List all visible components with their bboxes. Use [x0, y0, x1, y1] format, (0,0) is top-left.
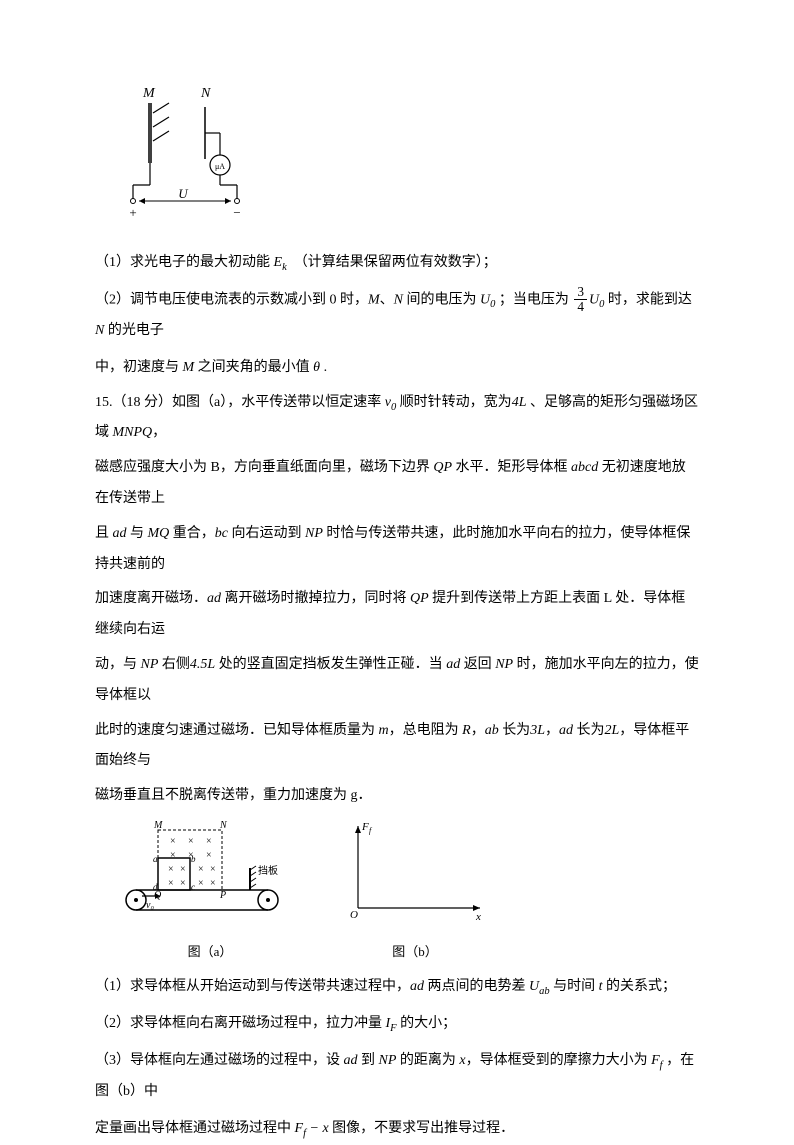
text: 时，求能到达 [608, 292, 692, 307]
svg-text:c: c [191, 882, 195, 892]
svg-text:f: f [369, 826, 373, 835]
svg-text:×: × [206, 836, 212, 847]
q15-line3: 且 ad 与 MQ 重合，bc 向右运动到 NP 时恰与传送带共速，此时施加水平… [95, 519, 699, 581]
svg-text:d: d [153, 882, 158, 892]
ek-sym: E [274, 255, 283, 270]
svg-text:×: × [170, 836, 176, 847]
text: 间的电压为 [407, 292, 477, 307]
svg-text:a: a [153, 854, 158, 864]
q15-sub3: （3）导体框向左通过磁场的过程中，设 ad 到 NP 的距离为 x，导体框受到的… [95, 1046, 699, 1108]
svg-text:×: × [168, 864, 174, 875]
svg-text:×: × [170, 850, 176, 861]
q15-sub2: （2）求导体框向右离开磁场过程中，拉力冲量 IF 的大小； [95, 1009, 699, 1040]
svg-text:P: P [219, 890, 226, 901]
q15-line7: 磁场垂直且不脱离传送带，重力加速度为 g． [95, 781, 699, 812]
q14-part2-cont: 中，初速度与 M 之间夹角的最小值 θ . [95, 353, 699, 384]
q15-line6: 此时的速度匀速通过磁场．已知导体框质量为 m，总电阻为 R，ab 长为3L，ad… [95, 716, 699, 778]
svg-text:x: x [475, 911, 481, 923]
circuit-diagram: M N μA U + − [115, 85, 699, 238]
figure-a: v₀ M N Q P a b c d × × × × × × × × × × ×… [120, 818, 300, 966]
svg-text:×: × [168, 878, 174, 889]
label-m: M [142, 86, 156, 101]
q15-line4: 加速度离开磁场．ad 离开磁场时撤掉拉力，同时将 QP 提升到传送带上方距上表面… [95, 584, 699, 646]
svg-text:v₀: v₀ [146, 900, 154, 911]
figure-row: v₀ M N Q P a b c d × × × × × × × × × × ×… [120, 818, 699, 966]
fig-b-caption: 图（b） [340, 938, 490, 967]
text: 中，初速度与 [95, 360, 179, 375]
figure-b: F f x O 图（b） [340, 818, 490, 966]
q15-line1: 15.（18 分）如图（a），水平传送带以恒定速率 v0 顺时针转动，宽为4L … [95, 388, 699, 450]
meter-label: μA [215, 162, 225, 171]
svg-text:N: N [219, 820, 228, 831]
svg-text:×: × [210, 878, 216, 889]
q15-line5: 动，与 NP 右侧4.5L 处的竖直固定挡板发生弹性正碰．当 ad 返回 NP … [95, 650, 699, 712]
svg-text:×: × [210, 864, 216, 875]
ek-sub: k [282, 262, 287, 273]
text: （计算结果保留两位有效数字）； [294, 255, 497, 270]
svg-text:×: × [180, 878, 186, 889]
q15-line2: 磁感应强度大小为 B，方向垂直纸面向里，磁场下边界 QP 水平．矩形导体框 ab… [95, 453, 699, 515]
svg-text:M: M [153, 820, 163, 831]
svg-text:×: × [180, 864, 186, 875]
svg-text:×: × [198, 878, 204, 889]
fraction-3-4: 34 [574, 285, 587, 315]
svg-text:×: × [188, 836, 194, 847]
minus-sign: − [233, 205, 240, 220]
svg-text:挡板: 挡板 [258, 864, 278, 877]
text: 之间夹角的最小值 [198, 360, 310, 375]
plus-sign: + [129, 205, 136, 220]
svg-text:O: O [350, 909, 358, 921]
svg-text:×: × [188, 850, 194, 861]
label-u: U [178, 186, 189, 201]
q14-part2: （2）调节电压使电流表的示数减小到 0 时，M、N 间的电压为 U0 ；当电压为… [95, 285, 699, 347]
fig-a-caption: 图（a） [120, 938, 300, 967]
u0: U [480, 292, 490, 307]
svg-text:F: F [361, 821, 369, 833]
u0-sub: 0 [490, 299, 495, 310]
q15-sub1: （1）求导体框从开始运动到与传送带共速过程中，ad 两点间的电势差 Uab 与时… [95, 972, 699, 1003]
svg-text:×: × [198, 864, 204, 875]
svg-text:×: × [206, 850, 212, 861]
label-n: N [200, 86, 211, 101]
q14-part1: （1）求光电子的最大初动能 Ek （计算结果保留两位有效数字）； [95, 248, 699, 279]
q15-sub3-cont: 定量画出导体框通过磁场过程中 Ff − x 图像，不要求写出推导过程． [95, 1114, 699, 1145]
text: 的光电子 [108, 323, 164, 338]
text: ；当电压为 [499, 292, 569, 307]
text: （1）求光电子的最大初动能 [95, 255, 270, 270]
text: （2）调节电压使电流表的示数减小到 0 时， [95, 292, 368, 307]
